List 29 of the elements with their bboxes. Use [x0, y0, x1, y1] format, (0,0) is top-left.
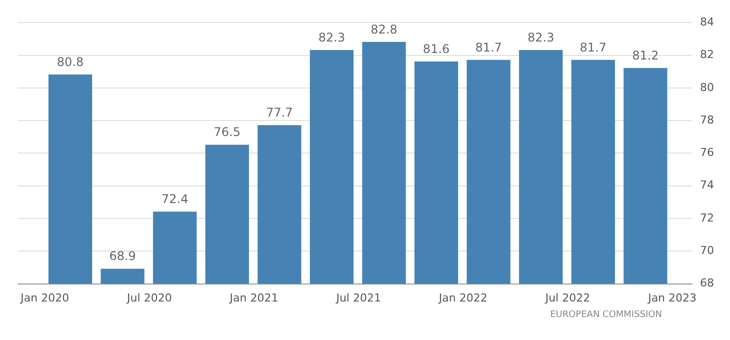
x-tick-label: Jul 2022 — [544, 291, 590, 304]
data-label: 82.3 — [318, 30, 346, 44]
data-label: 77.7 — [266, 106, 293, 120]
text: EUROPEAN COMMISSION — [550, 310, 662, 320]
data-label: 82.8 — [370, 22, 398, 36]
data-label: 80.8 — [56, 54, 84, 69]
data-label: 81.7 — [475, 40, 502, 54]
data-label: 81.2 — [632, 48, 659, 62]
data-label: 81.6 — [422, 42, 450, 56]
x-tick-label: Jan 2020 — [20, 291, 70, 304]
y-tick-label: 80 — [700, 80, 714, 94]
y-tick-label: 70 — [700, 244, 714, 258]
y-tick-label: 68 — [700, 276, 714, 290]
data-label: 72.4 — [162, 192, 188, 206]
data-label: 82.3 — [528, 30, 554, 44]
y-tick-label: 72 — [700, 211, 714, 224]
data-label: 76.5 — [214, 125, 241, 140]
data-label: 81.7 — [580, 40, 607, 54]
x-tick-label: Jan 2022 — [438, 291, 488, 304]
data-label: 68.9 — [109, 249, 136, 264]
y-tick-label: 82 — [700, 48, 714, 62]
y-tick-label: 76 — [700, 146, 714, 160]
x-tick-label: Jul 2020 — [126, 291, 172, 304]
y-tick-label: 74 — [700, 178, 714, 192]
y-tick-label: 78 — [700, 113, 714, 126]
x-tick-label: Jul 2021 — [335, 291, 381, 304]
y-tick-label: 84 — [700, 15, 714, 28]
x-tick-label: Jan 2023 — [647, 291, 697, 304]
x-tick-label: Jan 2021 — [228, 291, 278, 304]
